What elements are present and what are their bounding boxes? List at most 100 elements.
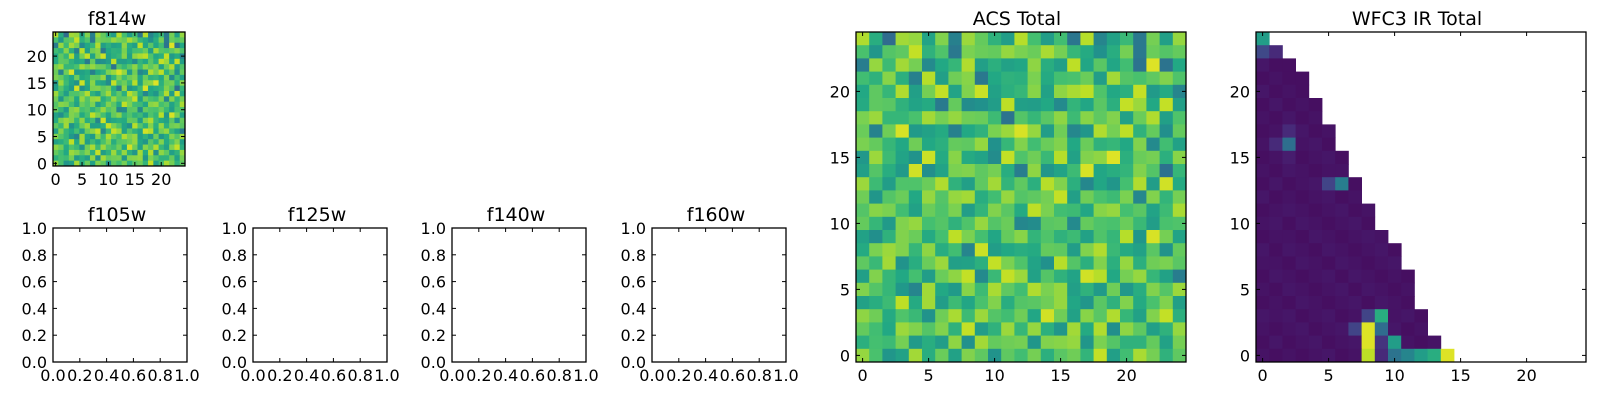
heatmap-cell [68, 133, 75, 140]
heatmap-cell [1282, 269, 1296, 284]
heatmap-cell [935, 71, 949, 86]
heatmap-cell [95, 128, 101, 135]
y-tick-label: 0.4 [621, 299, 646, 318]
heatmap-cell [163, 32, 170, 38]
heatmap-cell [153, 69, 159, 76]
heatmap-cell [1172, 124, 1187, 138]
heatmap-cell [908, 243, 923, 257]
heatmap-cell [1159, 111, 1174, 125]
heatmap-cell [1120, 45, 1134, 59]
heatmap-cell [1282, 243, 1296, 257]
heatmap-cell [1361, 309, 1376, 323]
heatmap-cell [1067, 137, 1081, 152]
heatmap-cell [948, 111, 962, 125]
heatmap-cell [174, 107, 181, 113]
heatmap-cell [68, 155, 75, 162]
heatmap-cell [935, 45, 949, 59]
heatmap-cell [974, 164, 989, 178]
heatmap-cell [1054, 243, 1068, 257]
heatmap-cell [1335, 164, 1349, 178]
heatmap-cell [869, 150, 883, 165]
heatmap-cell [111, 117, 117, 124]
heatmap-cell [1027, 164, 1042, 178]
heatmap-cell [158, 107, 165, 113]
heatmap-cell [1120, 164, 1134, 178]
y-tick-label: 0.2 [621, 326, 646, 345]
heatmap-cell [68, 42, 75, 49]
heatmap-cell [89, 101, 96, 108]
heatmap-cell [1067, 150, 1081, 165]
heatmap-cell [132, 37, 138, 44]
heatmap-cell [1374, 230, 1389, 244]
heatmap-cell [89, 149, 96, 156]
heatmap-cell [1322, 203, 1336, 218]
heatmap-cell [1295, 322, 1310, 336]
heatmap-cell [68, 32, 75, 38]
x-tick-label: 0.2 [666, 366, 691, 385]
heatmap-cell [100, 85, 107, 92]
heatmap-cell [1106, 256, 1121, 270]
heatmap-cell [1001, 190, 1015, 204]
heatmap-cell [961, 348, 976, 363]
heatmap-cell [988, 256, 1002, 270]
heatmap-cell [882, 32, 896, 46]
heatmap-cell [1401, 335, 1415, 350]
heatmap-cell [908, 137, 923, 152]
heatmap-cell [1080, 282, 1094, 297]
heatmap-cell [1159, 256, 1174, 270]
heatmap-cell [856, 164, 870, 178]
heatmap-cell [1080, 71, 1094, 86]
heatmap-cell [68, 37, 75, 44]
heatmap-cell [1001, 203, 1015, 218]
heatmap-cell [105, 58, 112, 65]
heatmap-cell [89, 144, 96, 151]
heatmap-cell [1256, 256, 1270, 270]
heatmap-cell [922, 137, 936, 152]
heatmap-cell [121, 128, 128, 135]
heatmap-cell [1322, 124, 1336, 138]
heatmap-cell [1388, 335, 1402, 350]
heatmap-cell [1295, 84, 1310, 99]
heatmap-cell [74, 128, 80, 135]
heatmap-cell [948, 216, 962, 231]
heatmap-cell [79, 64, 86, 70]
heatmap-cell [961, 269, 976, 284]
heatmap-cell [142, 112, 149, 119]
heatmap-cell [1295, 296, 1310, 310]
heatmap-cell [935, 98, 949, 112]
heatmap-cell [922, 98, 936, 112]
heatmap-cell [1146, 230, 1160, 244]
heatmap-cell [922, 203, 936, 218]
heatmap-cell [89, 117, 96, 124]
heatmap-cell [1335, 190, 1349, 204]
heatmap-cell [1269, 203, 1283, 218]
heatmap-cell [163, 107, 170, 113]
heatmap-cell [158, 85, 165, 92]
heatmap-cell [74, 90, 80, 97]
heatmap-cell [908, 45, 923, 59]
heatmap-cell [1335, 216, 1349, 231]
heatmap-cell [1269, 150, 1283, 165]
heatmap-cell [116, 64, 123, 70]
heatmap-cell [1093, 177, 1108, 191]
heatmap-cell [895, 322, 910, 336]
heatmap-cell [1027, 84, 1042, 99]
heatmap-cell [856, 150, 870, 165]
heatmap-cell [84, 144, 91, 151]
heatmap-cell [79, 42, 86, 49]
heatmap-cell [95, 64, 101, 70]
heatmap-cell [148, 123, 154, 129]
heatmap-cell [869, 348, 883, 363]
heatmap-cell [121, 85, 128, 92]
heatmap-cell [935, 348, 949, 363]
heatmap-cell [121, 160, 128, 167]
heatmap-cell [908, 230, 923, 244]
heatmap-cell [148, 74, 154, 81]
heatmap-cell [137, 74, 144, 81]
heatmap-cell [1159, 137, 1174, 152]
heatmap-cell [974, 309, 989, 323]
heatmap-cell [974, 282, 989, 297]
heatmap-cell [142, 85, 149, 92]
heatmap-cell [1106, 98, 1121, 112]
